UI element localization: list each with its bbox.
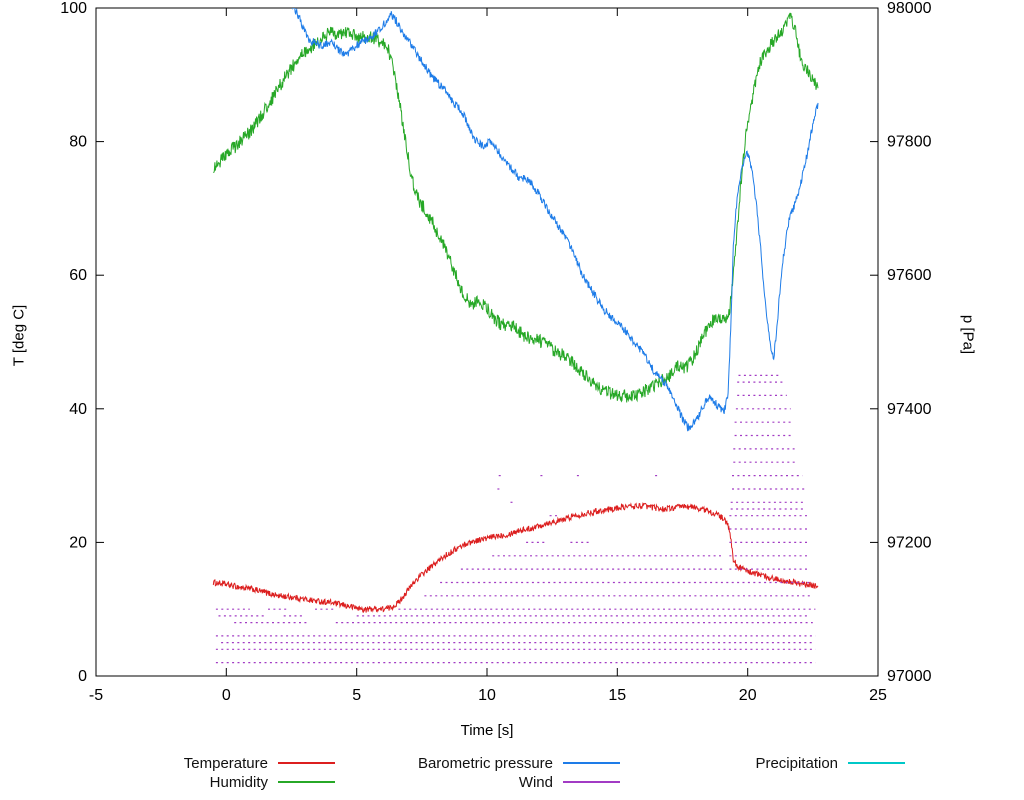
y-right-tick-label: 97200 [887, 534, 932, 551]
series-temperature [212, 502, 819, 613]
x-tick-label: 0 [222, 687, 231, 704]
x-tick-label: 15 [608, 687, 626, 704]
x-tick-label: -5 [89, 687, 103, 704]
y-left-tick-label: 40 [69, 401, 87, 418]
y-left-tick-label: 20 [69, 534, 87, 551]
series-humidity [213, 12, 819, 403]
y-axis-left-title: T [deg C] [10, 304, 28, 367]
x-tick-label: 25 [869, 687, 887, 704]
y-left-tick-label: 100 [60, 0, 87, 17]
y-left-tick-label: 80 [69, 134, 87, 151]
y-right-tick-label: 98000 [887, 0, 932, 17]
y-right-tick-label: 97400 [887, 401, 932, 418]
y-right-tick-label: 97600 [887, 267, 932, 284]
x-axis-title: Time [s] [460, 722, 514, 739]
x-tick-label: 5 [352, 687, 361, 704]
y-left-tick-label: 60 [69, 267, 87, 284]
y-left-tick-label: 0 [78, 668, 87, 685]
x-tick-label: 10 [478, 687, 496, 704]
x-tick-label: 20 [739, 687, 757, 704]
y-axis-right-title: p [Pa] [959, 314, 977, 355]
series-wind [215, 374, 816, 664]
y-right-tick-label: 97800 [887, 134, 932, 151]
series-barometric-pressure [291, 8, 819, 432]
y-right-tick-label: 97000 [887, 668, 932, 685]
